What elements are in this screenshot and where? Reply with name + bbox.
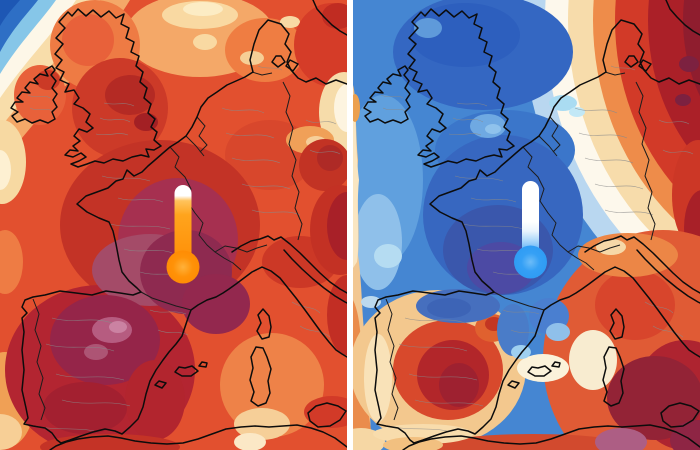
thermometer-cold-stem (522, 181, 539, 262)
temperature-field-cold (353, 0, 700, 450)
admin-borders (27, 65, 341, 432)
thermometer-hot-bulb (166, 250, 200, 284)
panel-cold-anomaly (353, 0, 700, 450)
country-borders (32, 71, 303, 421)
cold-anomaly-map (353, 0, 700, 450)
panel-hot-anomaly (0, 0, 347, 450)
coastlines (363, 0, 700, 450)
country-borders (385, 71, 656, 421)
thermometer-hot-stem (174, 185, 192, 268)
hot-anomaly-map (0, 0, 347, 450)
coastlines (10, 0, 347, 450)
thermometer-cold-bulb (514, 245, 547, 279)
thermometer-hot-icon (166, 185, 200, 284)
thermometer-cold-icon (514, 181, 547, 279)
